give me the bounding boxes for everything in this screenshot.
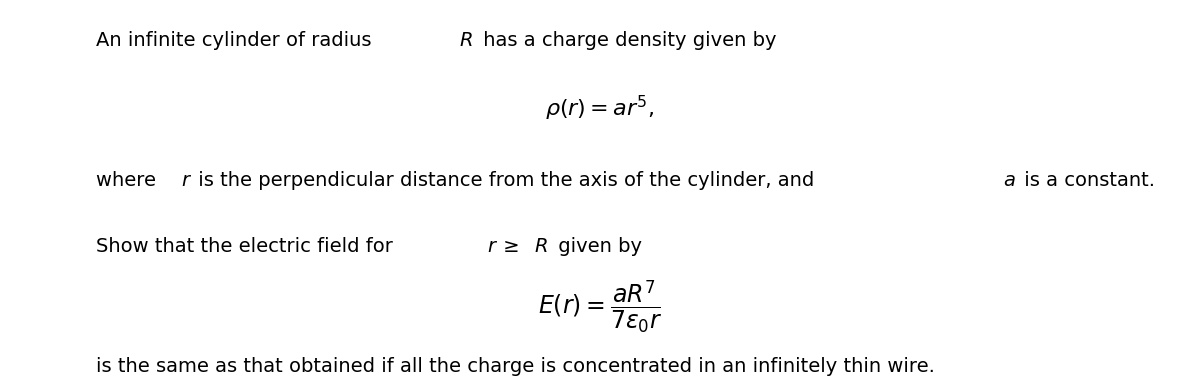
Text: ≥: ≥ [498, 236, 527, 255]
Text: Show that the electric field for: Show that the electric field for [96, 236, 400, 255]
Text: An infinite cylinder of radius: An infinite cylinder of radius [96, 31, 378, 50]
Text: a: a [1003, 171, 1015, 190]
Text: R: R [535, 236, 548, 255]
Text: r: r [181, 171, 190, 190]
Text: R: R [460, 31, 473, 50]
Text: $\rho(r) = ar^5,$: $\rho(r) = ar^5,$ [546, 94, 654, 123]
Text: $E(r) = \dfrac{aR^7}{7\epsilon_0 r}$: $E(r) = \dfrac{aR^7}{7\epsilon_0 r}$ [538, 278, 662, 335]
Text: is a constant.: is a constant. [1019, 171, 1156, 190]
Text: is the same as that obtained if all the charge is concentrated in an infinitely : is the same as that obtained if all the … [96, 356, 935, 375]
Text: has a charge density given by: has a charge density given by [476, 31, 776, 50]
Text: where: where [96, 171, 162, 190]
Text: r: r [487, 236, 496, 255]
Text: is the perpendicular distance from the axis of the cylinder, and: is the perpendicular distance from the a… [192, 171, 821, 190]
Text: given by: given by [552, 236, 642, 255]
